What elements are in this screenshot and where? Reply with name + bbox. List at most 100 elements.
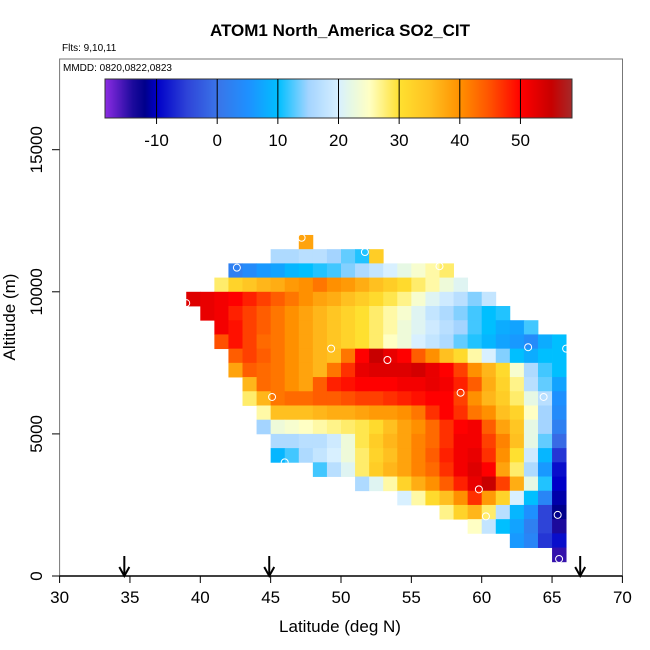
colorbar-segment [561,79,563,118]
colorbar-segment [532,79,534,118]
heatmap-cell [467,320,483,335]
colorbar-segment [474,79,476,118]
colorbar-segment [495,79,497,118]
heatmap-cell [242,362,257,378]
x-tick-label: 70 [613,588,632,607]
heatmap-cell [552,448,567,463]
heatmap-cell [439,362,454,378]
colorbar-segment [360,79,362,118]
colorbar-segment [166,79,168,118]
colorbar-segment [353,79,355,118]
heatmap-cell [537,377,553,392]
heatmap-cell [411,476,426,492]
heatmap-cell [453,476,469,492]
heatmap-cell [312,291,328,307]
heatmap-cell [383,462,398,477]
chart-title: ATOM1 North_America SO2_CIT [210,21,471,40]
heatmap-cell [537,490,553,506]
colorbar-tick-label: 20 [329,131,348,150]
colorbar-segment [177,79,179,118]
colorbar-segment [503,79,505,118]
colorbar-segment [327,79,329,118]
heatmap-cell [481,462,497,477]
heatmap-cell [270,448,286,463]
colorbar-segment [134,79,136,118]
heatmap-cell [425,462,440,477]
heatmap-cell [256,277,272,293]
colorbar-segment [419,79,421,118]
heatmap-cell [341,306,356,321]
colorbar-segment [235,79,237,118]
heatmap-cell [495,391,511,406]
colorbar-tick-label: 30 [390,131,409,150]
colorbar-segment [511,79,513,118]
colorbar-segment [362,79,364,118]
heatmap-cell [453,419,469,435]
colorbar-segment [273,79,275,118]
colorbar-segment [127,79,129,118]
heatmap-cell [537,334,553,350]
colorbar-segment [314,79,316,118]
colorbar-segment [350,79,352,118]
colorbar-segment [309,79,311,118]
colorbar-segment [232,79,234,118]
colorbar-segment [322,79,324,118]
observation-point [456,388,465,397]
colorbar-segment [552,79,554,118]
colorbar-segment [460,79,462,118]
colorbar-segment [106,79,108,118]
colorbar-segment [141,79,143,118]
heatmap-cell [439,277,454,293]
colorbar-segment [550,79,552,118]
colorbar-segment [109,79,111,118]
heatmap-cell [453,377,469,392]
heatmap-cell [439,263,454,278]
heatmap-cell [411,490,426,506]
heatmap-cell [270,306,286,321]
heatmap-cell [383,263,398,278]
heatmap-cell [552,362,567,378]
colorbar-segment [297,79,299,118]
colorbar-segment [129,79,131,118]
colorbar-segment [105,79,107,118]
heatmap-cell [397,320,412,335]
colorbar-segment [497,79,499,118]
colorbar-segment [540,79,542,118]
colorbar-segment [456,79,458,118]
colorbar-segment [506,79,508,118]
heatmap-cell [453,306,469,321]
heatmap-cell [298,263,314,278]
heatmap-cell [355,377,370,392]
heatmap-cell [552,490,567,506]
colorbar-segment [421,79,423,118]
colorbar-segment [213,79,215,118]
colorbar-segment [358,79,360,118]
heatmap-cell [242,306,257,321]
heatmap-cell [467,377,483,392]
heatmap-cell [552,405,567,421]
colorbar-segment [407,79,409,118]
heatmap-cell [523,419,539,435]
colorbar-segment [533,79,535,118]
colorbar-tick-label: -10 [144,131,169,150]
colorbar-segment [251,79,253,118]
heatmap-cell [312,334,328,350]
colorbar-segment [294,79,296,118]
heatmap-cell [214,320,229,335]
heatmap-cell [481,348,497,364]
heatmap-cell [341,263,356,278]
heatmap-cell [341,377,356,392]
heatmap-cell [537,348,553,364]
heatmap-cell [439,320,454,335]
heatmap-cell [467,476,483,492]
colorbar-segment [472,79,474,118]
colorbar-segment [461,79,463,118]
colorbar-segment [143,79,145,118]
colorbar-segment [522,79,524,118]
colorbar-segment [377,79,379,118]
heatmap-cell [537,448,553,463]
colorbar-segment [256,79,258,118]
colorbar-segment [115,79,117,118]
colorbar-segment [206,79,208,118]
colorbar-segment [469,79,471,118]
